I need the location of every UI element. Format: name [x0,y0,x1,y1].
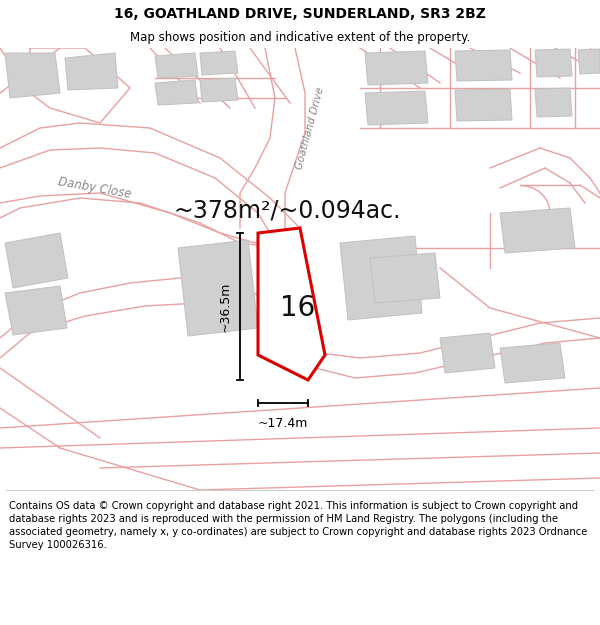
Polygon shape [5,286,67,335]
Polygon shape [455,89,512,121]
Polygon shape [535,88,572,117]
Text: Map shows position and indicative extent of the property.: Map shows position and indicative extent… [130,31,470,44]
Polygon shape [178,240,258,336]
Text: Danby Close: Danby Close [58,175,133,201]
Text: ~378m²/~0.094ac.: ~378m²/~0.094ac. [173,199,401,223]
Polygon shape [500,343,565,383]
Polygon shape [200,51,238,75]
Polygon shape [65,53,118,90]
Polygon shape [500,208,575,253]
Polygon shape [155,80,198,105]
Text: ~36.5m: ~36.5m [219,281,232,332]
Text: 16, GOATHLAND DRIVE, SUNDERLAND, SR3 2BZ: 16, GOATHLAND DRIVE, SUNDERLAND, SR3 2BZ [114,8,486,21]
Polygon shape [365,51,428,85]
Polygon shape [340,236,422,320]
Polygon shape [5,233,68,288]
Polygon shape [440,333,495,373]
Text: Goathland Drive: Goathland Drive [294,86,326,170]
Polygon shape [258,228,325,380]
Polygon shape [200,78,238,102]
Polygon shape [370,253,440,303]
Polygon shape [535,49,572,77]
Text: ~17.4m: ~17.4m [258,417,308,430]
Text: Contains OS data © Crown copyright and database right 2021. This information is : Contains OS data © Crown copyright and d… [9,501,587,551]
Polygon shape [578,49,600,74]
Polygon shape [455,50,512,81]
Polygon shape [5,53,60,98]
Text: 16: 16 [280,294,316,322]
Polygon shape [365,91,428,125]
Polygon shape [155,53,198,78]
